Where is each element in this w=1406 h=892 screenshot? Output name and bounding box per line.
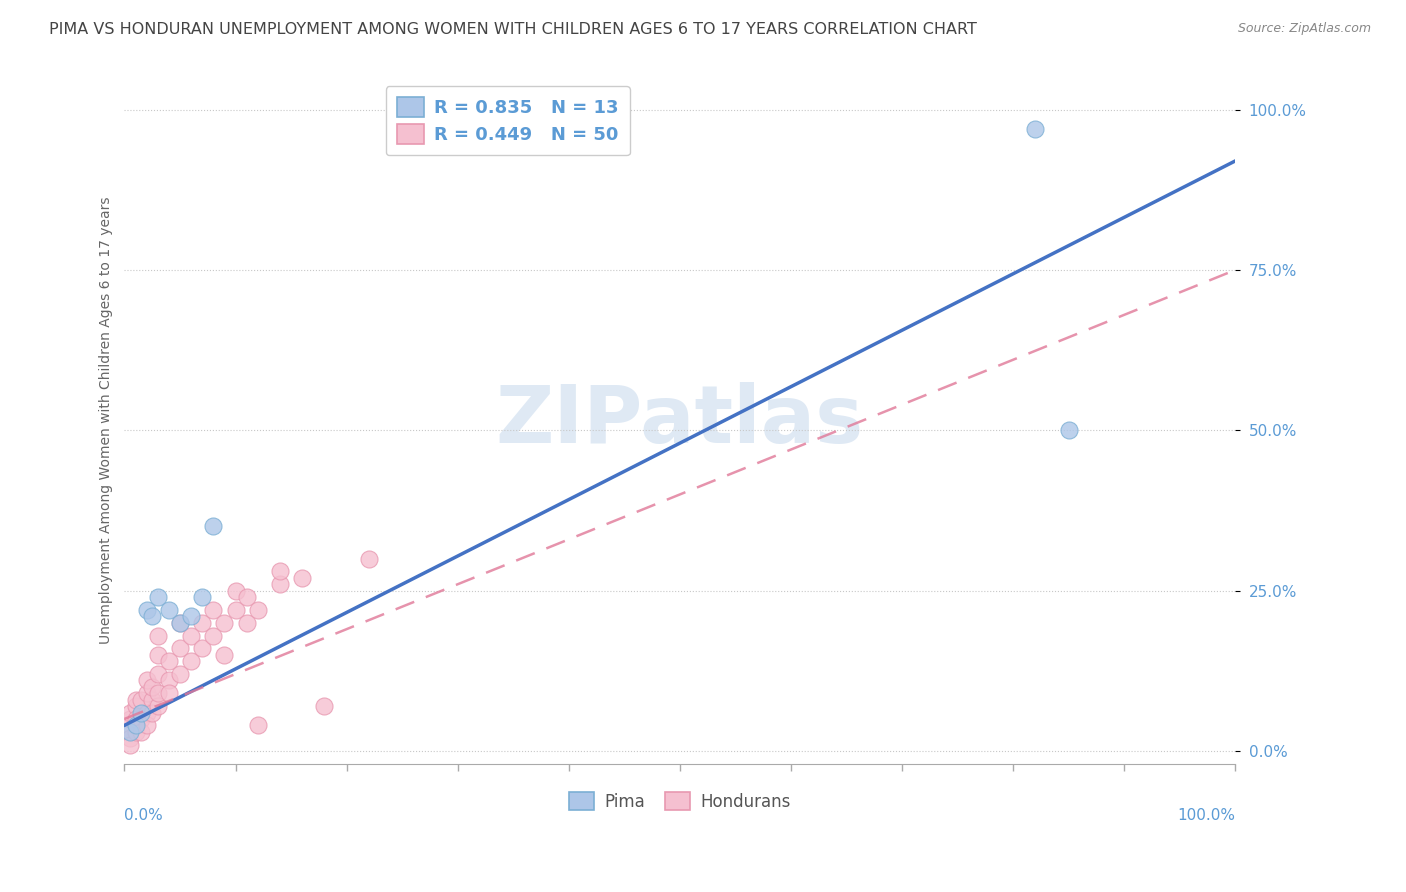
- Point: [202, 603, 225, 617]
- Point: [146, 686, 169, 700]
- Text: Source: ZipAtlas.com: Source: ZipAtlas.com: [1237, 22, 1371, 36]
- Point: [146, 648, 169, 662]
- Point: [169, 641, 191, 656]
- Point: [146, 590, 169, 604]
- Point: [314, 699, 336, 714]
- Point: [129, 706, 152, 720]
- Point: [169, 615, 191, 630]
- Y-axis label: Unemployment Among Women with Children Ages 6 to 17 years: Unemployment Among Women with Children A…: [100, 197, 114, 644]
- Point: [214, 615, 236, 630]
- Point: [214, 648, 236, 662]
- Point: [146, 699, 169, 714]
- Point: [146, 667, 169, 681]
- Point: [1024, 121, 1046, 136]
- Point: [157, 673, 180, 688]
- Point: [157, 654, 180, 668]
- Point: [291, 571, 314, 585]
- Legend: Pima, Hondurans: Pima, Hondurans: [562, 785, 797, 817]
- Text: ZIPatlas: ZIPatlas: [496, 382, 865, 459]
- Point: [135, 718, 157, 732]
- Point: [191, 641, 214, 656]
- Point: [129, 724, 152, 739]
- Point: [124, 712, 146, 726]
- Point: [169, 615, 191, 630]
- Point: [269, 577, 291, 591]
- Point: [135, 673, 157, 688]
- Point: [246, 603, 269, 617]
- Point: [118, 738, 141, 752]
- Point: [141, 706, 163, 720]
- Point: [269, 565, 291, 579]
- Point: [235, 615, 257, 630]
- Point: [157, 603, 180, 617]
- Point: [235, 590, 257, 604]
- Point: [141, 692, 163, 706]
- Text: 100.0%: 100.0%: [1177, 808, 1236, 823]
- Point: [169, 667, 191, 681]
- Point: [124, 724, 146, 739]
- Point: [225, 583, 247, 598]
- Text: PIMA VS HONDURAN UNEMPLOYMENT AMONG WOMEN WITH CHILDREN AGES 6 TO 17 YEARS CORRE: PIMA VS HONDURAN UNEMPLOYMENT AMONG WOME…: [49, 22, 977, 37]
- Point: [225, 603, 247, 617]
- Point: [157, 686, 180, 700]
- Point: [118, 724, 141, 739]
- Point: [202, 628, 225, 642]
- Point: [202, 519, 225, 533]
- Point: [118, 712, 141, 726]
- Point: [135, 603, 157, 617]
- Point: [118, 706, 141, 720]
- Point: [357, 551, 380, 566]
- Point: [124, 692, 146, 706]
- Point: [191, 615, 214, 630]
- Point: [124, 718, 146, 732]
- Text: 0.0%: 0.0%: [125, 808, 163, 823]
- Point: [124, 699, 146, 714]
- Point: [1057, 423, 1080, 437]
- Point: [118, 731, 141, 746]
- Point: [118, 724, 141, 739]
- Point: [129, 712, 152, 726]
- Point: [191, 590, 214, 604]
- Point: [129, 692, 152, 706]
- Point: [246, 718, 269, 732]
- Point: [141, 609, 163, 624]
- Point: [124, 718, 146, 732]
- Point: [180, 628, 202, 642]
- Point: [180, 654, 202, 668]
- Point: [135, 686, 157, 700]
- Point: [135, 706, 157, 720]
- Point: [180, 609, 202, 624]
- Point: [146, 628, 169, 642]
- Point: [141, 680, 163, 694]
